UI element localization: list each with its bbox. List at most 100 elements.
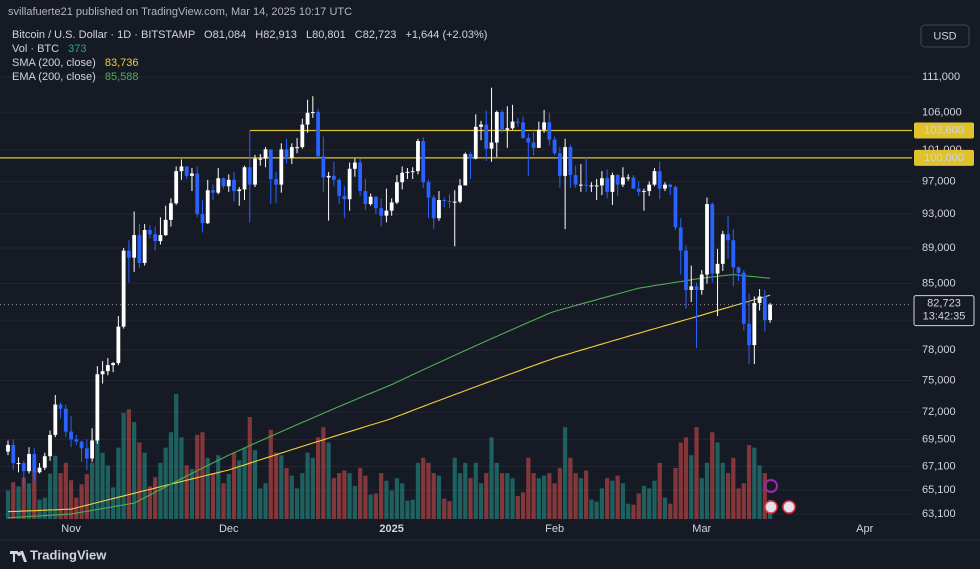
candle-body: [489, 142, 494, 149]
candle-body: [48, 434, 52, 457]
candle-body: [505, 128, 510, 130]
volume-bar: [594, 501, 599, 519]
last-price-label: 82,723: [927, 298, 961, 310]
candle-body: [116, 326, 121, 364]
y-tick-label: 111,000: [922, 71, 960, 83]
volume-bar: [689, 455, 694, 519]
y-tick-label: 65,100: [922, 484, 956, 496]
candle-body: [27, 453, 31, 472]
volume-bar: [326, 442, 331, 519]
currency-button[interactable]: USD: [920, 24, 970, 48]
ema-legend-value: 85,588: [105, 71, 139, 83]
volume-bar: [305, 452, 310, 519]
volume-bar: [358, 467, 363, 519]
volume-bar: [552, 483, 557, 519]
candle-body: [736, 267, 741, 273]
candle-body: [190, 173, 194, 176]
candle-body: [232, 179, 236, 192]
candle-body: [705, 204, 709, 275]
volume-bar: [163, 447, 168, 519]
volume-bar: [573, 473, 578, 519]
candle-body: [237, 189, 242, 192]
candle-body: [242, 167, 247, 190]
volume-bar: [662, 497, 668, 519]
currency-button-frame[interactable]: [920, 24, 970, 48]
candle-body: [358, 162, 363, 192]
candle-body: [200, 214, 205, 224]
candle-body: [384, 210, 389, 216]
candle-body: [584, 184, 589, 186]
candle-body: [37, 467, 42, 473]
volume-bar: [431, 473, 436, 519]
brand-name: TradingView: [30, 547, 107, 562]
level-tag-label: 100,000: [924, 152, 964, 164]
volume-bar: [221, 483, 226, 519]
volume-bar: [494, 462, 499, 519]
volume-bar: [263, 483, 268, 519]
candle-body: [84, 448, 89, 459]
candle-body: [121, 250, 126, 327]
candle-body: [268, 149, 273, 180]
candle-body: [747, 323, 751, 346]
candle-body: [699, 274, 704, 290]
candle-body: [79, 441, 84, 449]
candle-body: [379, 208, 384, 216]
volume-bar: [468, 478, 473, 519]
volume-bar: [715, 442, 720, 519]
volume-bar: [484, 473, 489, 519]
candle-body: [752, 302, 757, 346]
volume-legend: Vol · BTC 373: [12, 43, 87, 55]
volume-bar: [599, 488, 605, 519]
volume-bar: [762, 473, 767, 519]
candle-body: [594, 185, 599, 187]
candle-body: [258, 158, 263, 160]
candle-body: [657, 171, 662, 189]
symbol-row: Bitcoin / U.S. Dollar · 1D · BITSTAMP O8…: [12, 29, 487, 41]
candle-body: [321, 156, 326, 178]
volume-bar: [568, 457, 573, 519]
candle-body: [221, 178, 226, 187]
volume-bar: [510, 478, 515, 519]
volume-bar: [58, 473, 63, 519]
volume-bar: [673, 467, 678, 519]
volume-bar: [37, 499, 42, 519]
currency-button-label[interactable]: USD: [933, 30, 956, 42]
y-tick-label: 67,100: [922, 460, 956, 472]
candle-body: [42, 456, 47, 468]
candle-body: [137, 235, 142, 263]
volume-bar: [105, 465, 110, 519]
candle-body: [337, 179, 342, 196]
volume-bar: [400, 483, 405, 519]
candle-body: [547, 122, 552, 140]
candle-body: [757, 296, 762, 303]
candle-body: [484, 124, 489, 149]
candle-body: [352, 162, 357, 169]
candle-body: [715, 263, 720, 274]
candle-body: [300, 124, 305, 148]
volume-bar: [515, 496, 520, 519]
candle-body: [515, 121, 520, 123]
volume-bar: [736, 488, 741, 519]
candle-body: [673, 187, 678, 228]
volume-legend-name: Vol · BTC: [12, 43, 59, 55]
y-tick-label: 106,000: [922, 107, 962, 119]
y-tick-label: 75,000: [922, 374, 956, 386]
ohlc-close: C82,723: [355, 29, 397, 41]
volume-bar: [746, 445, 752, 519]
candle-body: [111, 363, 116, 366]
ohlc-low: L80,801: [306, 29, 346, 41]
candle-body: [342, 195, 347, 200]
volume-bar: [142, 452, 147, 519]
volume-legend-value: 373: [68, 43, 86, 55]
candle-body: [368, 196, 373, 205]
candle-body: [400, 172, 405, 183]
volume-bar: [379, 473, 384, 519]
volume-bar: [116, 447, 121, 519]
volume-bar: [310, 457, 315, 519]
candle-body: [605, 178, 610, 192]
event-icon: [764, 500, 778, 514]
candle-body: [563, 147, 568, 176]
volume-bar: [415, 462, 421, 519]
